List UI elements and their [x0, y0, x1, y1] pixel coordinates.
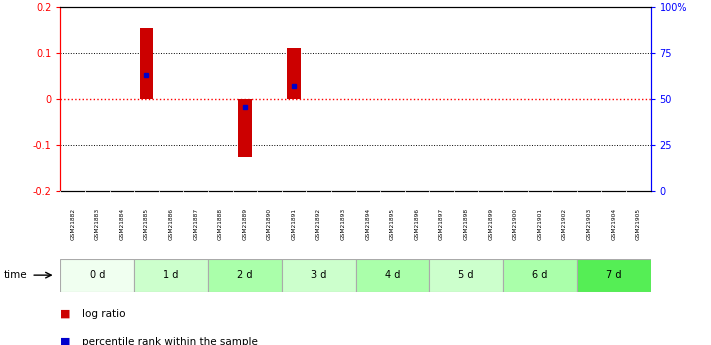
Text: 2 d: 2 d [237, 270, 252, 280]
Bar [60, 259, 134, 292]
Bar [140, 28, 154, 99]
Text: GSM21885: GSM21885 [144, 208, 149, 240]
Text: GSM21902: GSM21902 [562, 208, 567, 240]
Text: 6 d: 6 d [533, 270, 547, 280]
Text: GSM21897: GSM21897 [439, 208, 444, 240]
Text: GSM21891: GSM21891 [292, 208, 296, 240]
Text: GSM21892: GSM21892 [316, 208, 321, 240]
Text: GSM21895: GSM21895 [390, 208, 395, 240]
Text: 5 d: 5 d [459, 270, 474, 280]
Text: 4 d: 4 d [385, 270, 400, 280]
Bar [356, 259, 429, 292]
Text: GSM21886: GSM21886 [169, 208, 173, 240]
Text: ■: ■ [60, 337, 71, 345]
Text: GSM21898: GSM21898 [464, 208, 469, 240]
Text: 0 d: 0 d [90, 270, 105, 280]
Text: GSM21903: GSM21903 [587, 208, 592, 240]
Text: GSM21896: GSM21896 [415, 208, 419, 240]
Bar [134, 259, 208, 292]
Text: GSM21900: GSM21900 [513, 208, 518, 240]
Text: GSM21893: GSM21893 [341, 208, 346, 240]
Bar [287, 48, 301, 99]
Text: percentile rank within the sample: percentile rank within the sample [82, 337, 257, 345]
Text: GSM21905: GSM21905 [636, 208, 641, 240]
Bar [238, 99, 252, 157]
Text: GSM21888: GSM21888 [218, 208, 223, 240]
Text: GSM21894: GSM21894 [365, 208, 370, 240]
Bar [282, 259, 356, 292]
Text: 1 d: 1 d [164, 270, 178, 280]
Bar [503, 259, 577, 292]
Text: GSM21889: GSM21889 [242, 208, 247, 240]
Text: GSM21899: GSM21899 [488, 208, 493, 240]
Text: time: time [4, 270, 27, 280]
Bar [208, 259, 282, 292]
Text: log ratio: log ratio [82, 309, 125, 319]
Text: GSM21901: GSM21901 [538, 208, 542, 240]
Text: GSM21882: GSM21882 [70, 208, 75, 240]
Text: GSM21883: GSM21883 [95, 208, 100, 240]
Text: GSM21890: GSM21890 [267, 208, 272, 240]
Text: GSM21904: GSM21904 [611, 208, 616, 240]
Text: GSM21887: GSM21887 [193, 208, 198, 240]
Text: GSM21884: GSM21884 [119, 208, 124, 240]
Text: 7 d: 7 d [606, 270, 621, 280]
Bar [577, 259, 651, 292]
Text: 3 d: 3 d [311, 270, 326, 280]
Text: ■: ■ [60, 309, 71, 319]
Bar [429, 259, 503, 292]
